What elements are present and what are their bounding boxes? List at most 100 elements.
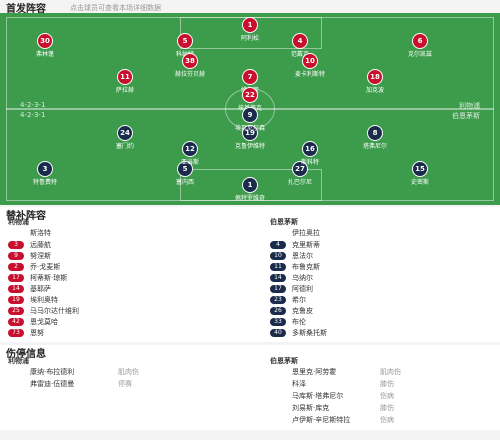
player-name: 特鲁费特 xyxy=(32,179,57,186)
team-name: 利物浦 xyxy=(8,218,29,226)
sub-player[interactable]: 40 多斯桑托斯 xyxy=(270,328,327,339)
sub-name: 布伦 xyxy=(292,318,306,326)
player-number: 11 xyxy=(117,69,133,85)
sub-name: 乌纳尔 xyxy=(292,274,313,282)
sub-name: 马马尔达什维利 xyxy=(30,307,79,315)
sub-player[interactable]: 10 恩法尔 xyxy=(270,251,313,262)
player[interactable]: 1 佩特罗维奇 xyxy=(220,177,280,202)
player[interactable]: 10 麦卡利斯特 xyxy=(280,53,340,78)
sub-number: 26 xyxy=(270,307,286,315)
player[interactable]: 9 埃瓦尼尔森 xyxy=(220,107,280,132)
player-name: 阿利松 xyxy=(240,35,259,42)
injured-player: 卢伊斯·辛尼斯特拉 xyxy=(292,416,351,424)
home-team-name: 利物浦 xyxy=(459,102,480,110)
player-name: 弗林蓬 xyxy=(35,51,54,58)
sub-player[interactable]: 19 埃利奥特 xyxy=(8,295,58,306)
penalty-box xyxy=(180,169,322,201)
player-number: 1 xyxy=(242,17,258,33)
sub-number: 14 xyxy=(8,285,24,293)
player-number: 7 xyxy=(242,69,258,85)
sub-number: 42 xyxy=(8,318,24,326)
injured-player: 马库斯·塔弗尼尔 xyxy=(292,392,344,400)
player-name: 塔弗尼尔 xyxy=(362,143,387,150)
sub-number: 23 xyxy=(270,296,286,304)
sub-player[interactable]: 17 柯蒂斯·琼斯 xyxy=(8,273,67,284)
player[interactable]: 38 赫拉芬贝赫 xyxy=(160,53,220,78)
player[interactable]: 18 加克波 xyxy=(345,69,405,94)
player-name: 扎巴尔尼 xyxy=(287,179,312,186)
player-number: 24 xyxy=(117,125,133,141)
team-name: 利物浦 xyxy=(8,357,29,365)
sub-name: 埃利奥特 xyxy=(30,296,58,304)
sub-player[interactable]: 17 阿德利 xyxy=(270,284,313,295)
injury-reason: 肌肉伤 xyxy=(118,368,139,376)
player[interactable]: 3 特鲁费特 xyxy=(15,161,75,186)
player[interactable]: 5 塞内西 xyxy=(155,161,215,186)
home-formation: 4-2-3-1 xyxy=(20,101,46,109)
injured-player: 刘易斯·库克 xyxy=(292,404,330,412)
sub-player[interactable]: 73 恩努 xyxy=(8,328,44,339)
sub-player[interactable]: 25 马马尔达什维利 xyxy=(8,306,79,317)
coach-name: 斯洛特 xyxy=(30,229,51,237)
player-name: 赫拉芬贝赫 xyxy=(174,71,205,78)
player[interactable]: 4 范戴克 xyxy=(270,33,330,58)
player-name: 范戴克 xyxy=(290,51,309,58)
team-name: 伯恩茅斯 xyxy=(270,218,298,226)
sub-name: 乔·戈麦斯 xyxy=(30,263,61,271)
player-number: 22 xyxy=(242,87,258,103)
player-number: 12 xyxy=(182,141,198,157)
player[interactable]: 15 史密斯 xyxy=(390,161,450,186)
player-name: 斯科特 xyxy=(300,159,319,166)
sub-name: 阿德利 xyxy=(292,285,313,293)
lineup-title: 首发阵容 xyxy=(6,4,46,15)
sub-player[interactable]: 33 布伦 xyxy=(270,317,306,328)
sub-player[interactable]: 23 希尔 xyxy=(270,295,306,306)
injury-title: 伤停信息 xyxy=(6,349,46,360)
player-number: 38 xyxy=(182,53,198,69)
sub-player[interactable]: 14 基耶萨 xyxy=(8,284,51,295)
sub-name: 布鲁克斯 xyxy=(292,263,320,271)
sub-player[interactable]: 14 乌纳尔 xyxy=(270,273,313,284)
player[interactable]: 24 塞门约 xyxy=(95,125,155,150)
sub-player[interactable]: 11 布鲁克斯 xyxy=(270,262,320,273)
sub-number: 19 xyxy=(8,296,24,304)
player-number: 10 xyxy=(302,53,318,69)
player-name: 塞内西 xyxy=(175,179,194,186)
injury-panel xyxy=(0,345,500,430)
sub-player[interactable]: 9 努涅斯 xyxy=(8,251,51,262)
sub-player[interactable]: 4 克里斯蒂 xyxy=(270,240,320,251)
player[interactable]: 30 弗林蓬 xyxy=(15,33,75,58)
sub-name: 恩戈莫哈 xyxy=(30,318,58,326)
player[interactable]: 16 斯科特 xyxy=(280,141,340,166)
player-number: 4 xyxy=(292,33,308,49)
injured-player: 康纳·布拉德利 xyxy=(30,368,75,376)
player[interactable]: 1 阿利松 xyxy=(220,17,280,42)
player[interactable]: 27 扎巴尔尼 xyxy=(270,161,330,186)
player[interactable]: 6 克尔凯兹 xyxy=(390,33,450,58)
player[interactable]: 12 亚当斯 xyxy=(160,141,220,166)
sub-number: 3 xyxy=(8,241,24,249)
sub-player[interactable]: 42 恩戈莫哈 xyxy=(8,317,58,328)
sub-name: 希尔 xyxy=(292,296,306,304)
player-number: 19 xyxy=(242,125,258,141)
injury-reason: 伤病 xyxy=(380,392,394,400)
player-number: 3 xyxy=(37,161,53,177)
player-name: 史密斯 xyxy=(410,179,429,186)
player[interactable]: 8 塔弗尼尔 xyxy=(345,125,405,150)
player[interactable]: 11 萨拉赫 xyxy=(95,69,155,94)
team-name: 伯恩茅斯 xyxy=(270,357,298,365)
sub-name: 克里斯蒂 xyxy=(292,241,320,249)
sub-number: 4 xyxy=(270,241,286,249)
sub-number: 40 xyxy=(270,329,286,337)
player-name: 麦卡利斯特 xyxy=(294,71,325,78)
player[interactable]: 19 克鲁伊维特 xyxy=(220,125,280,150)
player-name: 埃瓦尼尔森 xyxy=(234,125,265,132)
player-name: 萨拉赫 xyxy=(115,87,134,94)
sub-player[interactable]: 3 远藤航 xyxy=(8,240,51,251)
player-number: 8 xyxy=(367,125,383,141)
player-name: 亚当斯 xyxy=(180,159,199,166)
sub-name: 多斯桑托斯 xyxy=(292,329,327,337)
sub-player[interactable]: 2 乔·戈麦斯 xyxy=(8,262,60,273)
sub-name: 恩法尔 xyxy=(292,252,313,260)
sub-player[interactable]: 26 克鲁皮 xyxy=(270,306,313,317)
